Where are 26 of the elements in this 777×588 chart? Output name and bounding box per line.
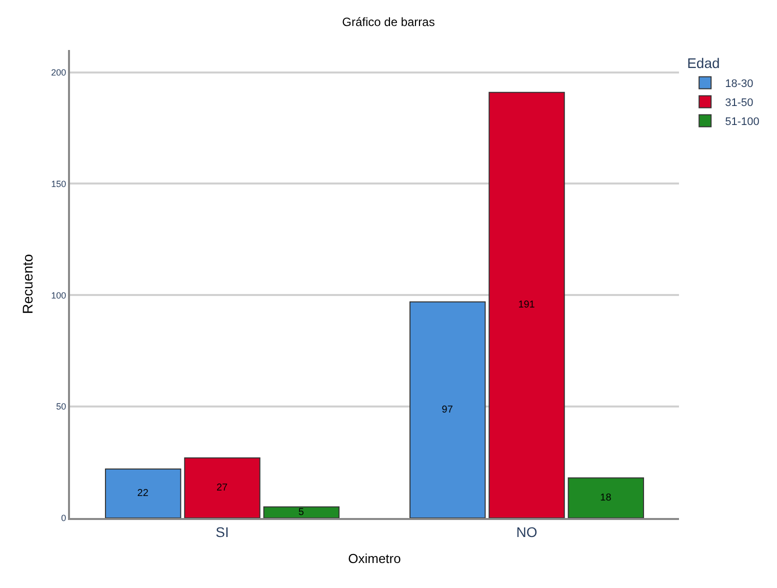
x-axis-title: Oximetro (348, 550, 401, 566)
data-label: 22 (137, 488, 149, 499)
legend-title: Edad (687, 55, 720, 72)
bar (568, 477, 644, 518)
y-tick-label: 50 (56, 402, 66, 412)
y-axis-title: Recuento (19, 254, 36, 314)
data-label: 18 (600, 492, 612, 504)
legend-label: 18-30 (725, 78, 754, 90)
bar (104, 468, 182, 518)
y-tick-label: 100 (51, 290, 66, 300)
bar (184, 457, 260, 518)
bar (263, 506, 340, 518)
data-label: 97 (442, 404, 454, 416)
legend-label: 51-100 (725, 116, 760, 128)
x-tick-label: SI (216, 524, 229, 540)
bar (409, 301, 486, 518)
data-label: 27 (216, 482, 228, 494)
legend-label: 31-50 (725, 96, 754, 109)
data-label: 191 (518, 300, 536, 311)
y-tick-label: 200 (51, 67, 66, 78)
chart-title: Gráfico de barras (342, 15, 435, 30)
bar (488, 92, 565, 518)
y-tick-label: 150 (51, 178, 66, 189)
x-tick-label: NO (516, 524, 538, 540)
data-label: 5 (298, 506, 304, 518)
y-tick-label: 0 (61, 513, 66, 524)
